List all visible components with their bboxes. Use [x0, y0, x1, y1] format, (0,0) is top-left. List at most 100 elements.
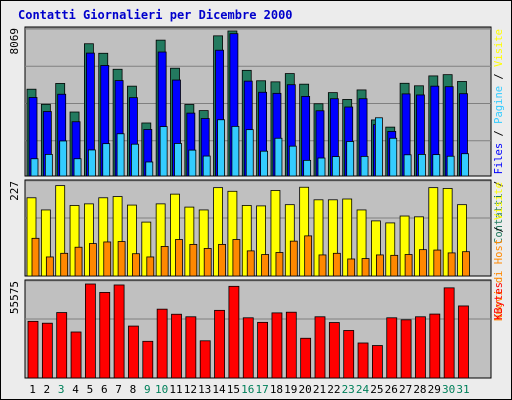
- x-tick-label: 15: [227, 383, 240, 396]
- bar-nuovi: [117, 241, 126, 277]
- x-tick-label: 19: [284, 383, 297, 396]
- bar-host: [26, 197, 37, 277]
- bar-kbytes: [257, 321, 269, 379]
- bar-host: [170, 193, 180, 277]
- bar-host: [55, 185, 66, 277]
- bar-nuovi: [447, 252, 456, 277]
- bar-nuovi: [419, 249, 427, 277]
- bar-nuovi: [361, 258, 370, 277]
- legend-segment: /: [493, 67, 505, 86]
- bar-host: [327, 199, 338, 277]
- bar-host: [184, 206, 195, 277]
- x-tick-label: 9: [144, 383, 151, 396]
- bar-nuovi: [462, 251, 470, 277]
- x-tick-label: 6: [101, 383, 108, 396]
- x-tick-label: 21: [313, 383, 326, 396]
- bar-pagine: [288, 145, 297, 177]
- x-tick-label: 25: [370, 383, 383, 396]
- bar-kbytes: [228, 285, 240, 379]
- bar-kbytes: [415, 316, 426, 379]
- bar-pagine: [30, 158, 39, 177]
- bar-nuovi: [60, 252, 69, 277]
- legend-segment: Visite: [493, 182, 505, 220]
- bar-pagine: [73, 158, 82, 177]
- x-tick-label: 3: [58, 383, 65, 396]
- bar-nuovi: [332, 252, 341, 277]
- bar-host: [414, 216, 424, 277]
- bar-pagine: [260, 150, 269, 177]
- bar-nuovi: [89, 243, 97, 277]
- bar-nuovi: [218, 243, 226, 277]
- bar-nuovi: [203, 248, 212, 277]
- x-tick-label: 12: [184, 383, 197, 396]
- x-tick-label: 4: [72, 383, 79, 396]
- bar-kbytes: [357, 342, 369, 379]
- bar-host: [399, 215, 410, 277]
- bar-kbytes: [458, 305, 469, 379]
- legend-label-vertical: Nuovi di Host / Visite: [493, 182, 505, 321]
- bar-host: [428, 187, 439, 277]
- legend-segment: KBytes: [493, 282, 505, 320]
- legend-segment: /: [493, 220, 505, 239]
- y-max-label: 55575: [8, 281, 21, 314]
- bar-pagine: [389, 137, 398, 177]
- panel-hits: 8069 Contatti / Files / Pagine / Visite: [8, 26, 505, 244]
- bar-host: [127, 204, 137, 277]
- bar-pagine: [461, 153, 469, 177]
- bar-pagine: [217, 119, 225, 177]
- bar-host: [385, 222, 396, 277]
- bars-kbytes: [27, 283, 469, 379]
- bar-nuovi: [232, 239, 241, 277]
- bar-kbytes: [242, 317, 254, 379]
- bars-hits: [26, 30, 469, 177]
- legend-segment: /: [493, 174, 505, 193]
- x-tick-label: 28: [413, 383, 426, 396]
- bar-kbytes: [27, 320, 39, 379]
- bar-pagine: [331, 156, 340, 177]
- bar-nuovi: [261, 254, 270, 277]
- legend-segment: Files: [493, 143, 505, 175]
- legend-segment: Nuovi di Host: [493, 239, 505, 321]
- x-tick-label: 11: [169, 383, 182, 396]
- bar-nuovi: [45, 256, 54, 277]
- bar-pagine: [88, 149, 96, 177]
- bar-nuovi: [304, 235, 313, 277]
- bar-host: [40, 209, 51, 277]
- bar-kbytes: [99, 292, 111, 379]
- bar-nuovi: [289, 240, 298, 277]
- bar-pagine: [374, 117, 383, 177]
- bar-host: [84, 203, 94, 277]
- x-tick-label: 29: [428, 383, 441, 396]
- bar-pagine: [102, 143, 111, 177]
- bar-host: [69, 205, 80, 277]
- x-tick-label: 13: [198, 383, 211, 396]
- bar-host: [98, 197, 109, 277]
- bar-pagine: [174, 143, 182, 177]
- x-tick-label: 7: [115, 383, 122, 396]
- bar-host: [442, 188, 453, 277]
- bar-host: [155, 203, 166, 277]
- x-tick-label: 1: [29, 383, 36, 396]
- bar-host: [241, 205, 252, 277]
- bar-pagine: [274, 137, 283, 177]
- bar-nuovi: [31, 237, 40, 277]
- bar-pagine: [346, 141, 355, 177]
- x-tick-label: 10: [155, 383, 168, 396]
- bar-host: [342, 198, 353, 277]
- legend-segment: /: [493, 124, 505, 143]
- x-tick-label: 27: [399, 383, 412, 396]
- bar-pagine: [116, 133, 125, 177]
- bar-kbytes: [214, 309, 225, 379]
- bar-pagine: [432, 154, 441, 177]
- bar-kbytes: [56, 312, 68, 379]
- bar-host: [256, 205, 267, 277]
- bar-nuovi: [275, 252, 284, 277]
- bar-kbytes: [328, 322, 340, 379]
- bar-nuovi: [375, 254, 384, 277]
- x-tick-label: 24: [356, 383, 370, 396]
- x-tick-label: 18: [270, 383, 283, 396]
- bar-host: [141, 221, 152, 277]
- bar-nuovi: [132, 253, 140, 277]
- bar-pagine: [44, 154, 53, 177]
